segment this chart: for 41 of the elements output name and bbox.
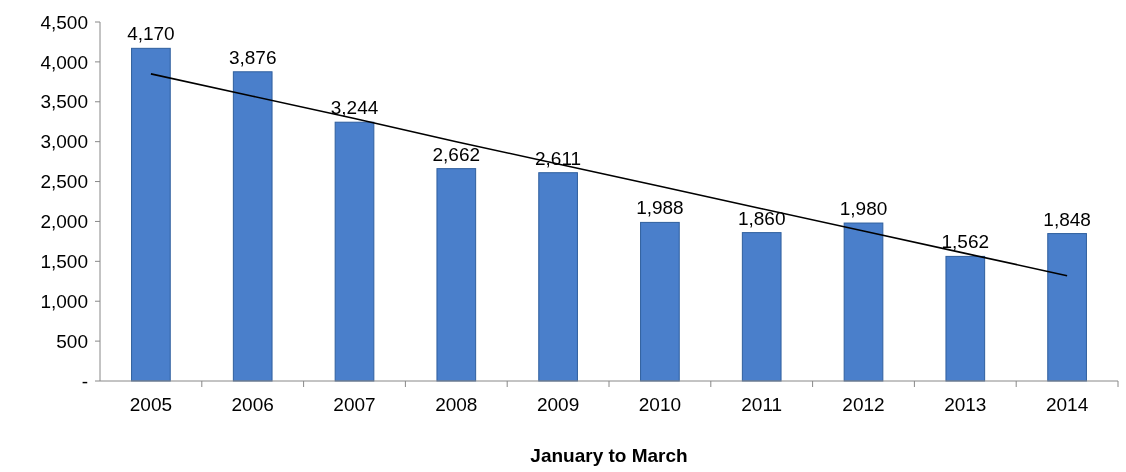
data-label: 1,980	[839, 198, 888, 220]
x-axis-title: January to March	[530, 445, 688, 466]
x-tick-label: 2005	[129, 394, 173, 415]
bar	[131, 47, 171, 382]
x-tick-label: 2006	[231, 394, 274, 415]
y-tick-label: 4,500	[40, 11, 88, 33]
y-tick-label: 3,000	[40, 131, 88, 153]
bar	[232, 71, 273, 382]
bar	[640, 221, 680, 382]
x-tick-label: 2008	[435, 394, 478, 415]
data-label: 1,988	[636, 197, 684, 219]
x-tick-label: 2007	[333, 394, 376, 415]
y-tick-label: 2,000	[40, 211, 88, 233]
data-label: 1,848	[1043, 208, 1091, 230]
bar	[741, 232, 782, 382]
bar	[945, 255, 986, 382]
x-tick-label: 2012	[842, 394, 885, 415]
y-tick-label: 500	[56, 330, 88, 352]
x-tick-label: 2010	[638, 394, 682, 415]
data-label: 2,662	[432, 143, 481, 165]
bar	[334, 121, 375, 382]
bar	[843, 222, 884, 382]
bar	[436, 168, 477, 382]
y-tick-label: 3,500	[40, 91, 88, 113]
data-label: 1,562	[941, 231, 990, 253]
data-label: 4,170	[127, 23, 175, 45]
x-tick-label: 2009	[536, 394, 580, 415]
y-tick-label: 1,500	[40, 250, 88, 272]
y-tick-label: -	[81, 370, 88, 392]
data-label: 3,876	[228, 46, 277, 68]
data-label: 3,244	[330, 97, 379, 119]
x-tick-label: 2014	[1045, 394, 1089, 415]
data-label: 1,860	[737, 207, 786, 229]
x-tick-label: 2013	[944, 394, 987, 415]
data-label: 2,611	[535, 147, 582, 169]
y-tick-label: 4,000	[40, 51, 88, 73]
x-tick-label: 2011	[741, 394, 783, 415]
bar	[1047, 233, 1087, 382]
y-tick-label: 1,000	[40, 290, 88, 312]
y-tick-label: 2,500	[40, 171, 88, 193]
bar	[538, 172, 578, 382]
